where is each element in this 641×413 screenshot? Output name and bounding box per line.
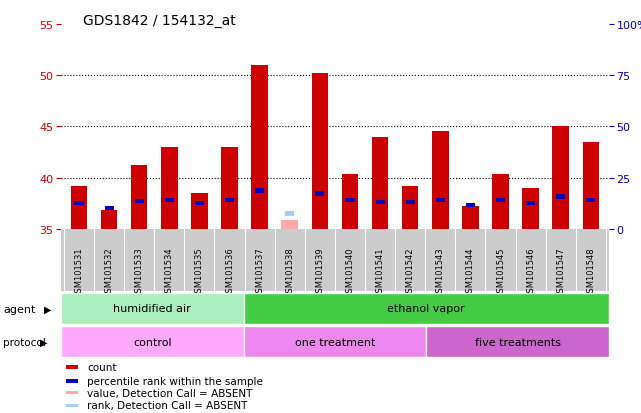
Text: ▶: ▶ — [44, 304, 51, 314]
Bar — [251, 193, 268, 229]
Bar — [466, 203, 475, 208]
Bar — [553, 199, 569, 229]
Bar — [556, 195, 565, 199]
Text: percentile rank within the sample: percentile rank within the sample — [87, 376, 263, 386]
Bar — [406, 200, 415, 205]
Bar — [402, 205, 419, 229]
Text: one treatment: one treatment — [295, 337, 375, 347]
Bar — [436, 198, 445, 203]
Bar — [255, 189, 264, 193]
Text: agent: agent — [3, 304, 36, 314]
Text: control: control — [133, 337, 172, 347]
Bar — [462, 208, 479, 229]
Bar — [372, 137, 388, 229]
Bar — [221, 147, 238, 229]
Bar — [426, 326, 609, 357]
Bar — [462, 207, 479, 229]
Bar — [71, 206, 87, 229]
Bar — [195, 201, 204, 206]
Text: rank, Detection Call = ABSENT: rank, Detection Call = ABSENT — [87, 401, 247, 411]
Bar — [191, 206, 208, 229]
Bar — [285, 212, 294, 216]
Bar — [342, 175, 358, 229]
Bar — [492, 203, 509, 229]
Bar — [61, 326, 244, 357]
Text: GDS1842 / 154132_at: GDS1842 / 154132_at — [83, 14, 236, 28]
Bar — [67, 366, 78, 369]
Bar — [135, 199, 144, 204]
Bar — [244, 293, 609, 324]
Bar — [221, 203, 238, 229]
Bar — [251, 66, 268, 229]
Bar — [522, 188, 539, 229]
Bar — [161, 147, 178, 229]
Bar — [101, 224, 117, 229]
Bar — [165, 198, 174, 203]
Bar — [402, 186, 419, 229]
Bar — [67, 379, 78, 383]
Bar — [131, 204, 147, 229]
Text: humidified air: humidified air — [113, 304, 191, 314]
Bar — [67, 391, 78, 394]
Bar — [432, 203, 449, 229]
Bar — [496, 198, 505, 203]
Bar — [372, 205, 388, 229]
Bar — [492, 175, 509, 229]
Bar — [342, 203, 358, 229]
Bar — [553, 127, 569, 229]
Bar — [312, 74, 328, 229]
Bar — [61, 293, 244, 324]
Bar — [587, 198, 595, 203]
Text: ethanol vapor: ethanol vapor — [387, 304, 465, 314]
Bar — [161, 203, 178, 229]
Bar — [71, 186, 87, 229]
Bar — [583, 203, 599, 229]
Bar — [345, 198, 354, 203]
Text: protocol: protocol — [3, 337, 46, 347]
Bar — [131, 166, 147, 229]
Text: count: count — [87, 362, 117, 373]
Bar — [281, 221, 298, 229]
Bar — [225, 198, 234, 203]
Bar — [432, 132, 449, 229]
Bar — [376, 200, 385, 205]
Text: ▶: ▶ — [40, 337, 47, 347]
Bar — [315, 192, 324, 197]
Bar — [191, 193, 208, 229]
Bar — [583, 142, 599, 229]
Bar — [104, 206, 113, 211]
Bar — [312, 197, 328, 229]
Bar — [522, 206, 539, 229]
Bar — [101, 211, 117, 229]
Text: five treatments: five treatments — [474, 337, 561, 347]
Bar — [526, 201, 535, 206]
Bar — [244, 326, 426, 357]
Bar — [67, 404, 78, 407]
Text: value, Detection Call = ABSENT: value, Detection Call = ABSENT — [87, 388, 253, 398]
Bar — [74, 201, 83, 206]
